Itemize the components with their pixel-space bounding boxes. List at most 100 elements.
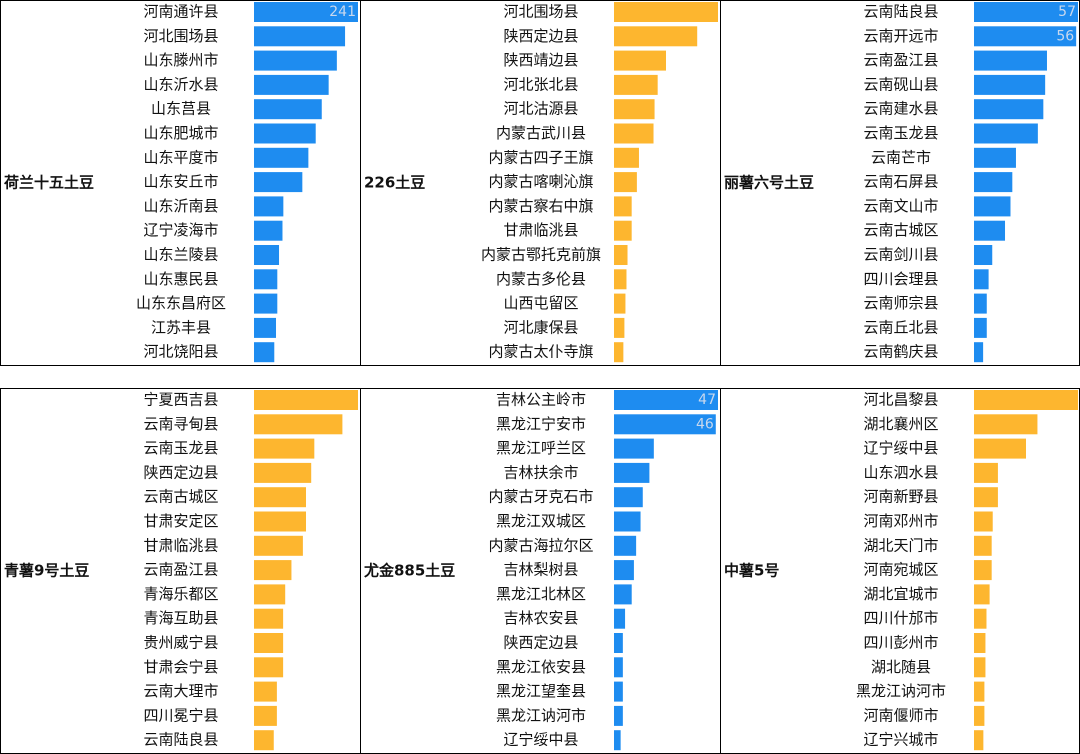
category-label: 山东平度市: [143, 148, 218, 166]
bar: [614, 487, 643, 508]
bar: [974, 342, 984, 363]
category-label: 辽宁凌海市: [143, 221, 218, 239]
bar: [254, 317, 277, 338]
category-label: 山东沂水县: [143, 75, 218, 93]
bar: [614, 633, 623, 653]
bar: [254, 123, 316, 144]
category-label: 云南砚山县: [863, 75, 938, 93]
bar: [974, 438, 1026, 459]
panel-title: 丽薯六号土豆: [724, 174, 814, 192]
bar: [254, 535, 303, 556]
category-label: 山东兰陵县: [143, 246, 218, 264]
bar: [614, 462, 650, 483]
bar: [974, 74, 1046, 95]
category-label: 河北沽源县: [503, 100, 578, 118]
bar: [974, 147, 1016, 168]
bar: [614, 535, 637, 556]
category-label: 湖北天门市: [863, 536, 938, 554]
category-label: 湖北宜城市: [863, 585, 938, 603]
category-label: 陕西定边县: [143, 463, 218, 481]
category-label: 黑龙江北林区: [496, 585, 586, 603]
bar: [614, 196, 632, 217]
category-label: 云南大理市: [143, 682, 218, 700]
bar: [974, 657, 986, 678]
category-label: 贵州威宁县: [143, 634, 218, 652]
category-label: 陕西定边县: [503, 27, 578, 45]
category-label: 云南陆良县: [863, 3, 938, 21]
bar: [254, 74, 329, 95]
bar: [974, 487, 998, 508]
bar: [974, 220, 1006, 241]
category-label: 青海互助县: [143, 609, 218, 627]
bar: [254, 172, 303, 193]
category-label: 山西屯留区: [503, 294, 578, 312]
bar: [254, 147, 309, 168]
category-label: 河南宛城区: [863, 561, 938, 579]
category-label: 陕西定边县: [503, 634, 578, 652]
category-label: 云南师宗县: [863, 294, 938, 312]
category-label: 辽宁绥中县: [503, 731, 578, 749]
bar: [254, 269, 278, 290]
panel: 青薯9号土豆 宁夏西吉县云南寻甸县云南玉龙县陕西定边县云南古城区甘肃安定区甘肃临洮…: [4, 390, 358, 751]
bar: [614, 705, 623, 726]
bar: [614, 511, 641, 532]
category-label: 陕西靖边县: [503, 51, 578, 69]
category-label: 湖北随县: [871, 658, 931, 676]
category-label: 河南偃师市: [863, 706, 938, 724]
bar: [974, 123, 1038, 144]
category-label: 黑龙江宁安市: [496, 415, 586, 433]
bar: [614, 560, 634, 581]
category-label: 河南通许县: [143, 3, 218, 21]
data-label: 56: [1056, 28, 1074, 44]
category-label: 江苏丰县: [151, 318, 211, 336]
bar: [614, 293, 626, 314]
bar: [254, 220, 283, 241]
bar: [254, 608, 284, 629]
bar: [614, 681, 623, 702]
category-label: 黑龙江讷河市: [496, 706, 586, 724]
category-label: 吉林农安县: [503, 609, 578, 627]
bar: [254, 2, 358, 22]
category-label: 河北康保县: [503, 318, 578, 336]
category-label: 内蒙古海拉尔区: [488, 536, 593, 554]
category-label: 云南寻甸县: [143, 415, 218, 433]
bar: [974, 511, 993, 532]
category-label: 云南开远市: [863, 27, 938, 45]
bar: [614, 99, 655, 120]
bar: [974, 172, 1013, 193]
category-label: 黑龙江呼兰区: [496, 439, 586, 457]
category-label: 河北饶阳县: [143, 343, 218, 361]
bar: [254, 657, 284, 678]
panel-title: 青薯9号土豆: [4, 562, 89, 580]
category-label: 吉林扶余市: [503, 463, 578, 481]
bar: [254, 390, 358, 410]
bar: [254, 705, 277, 726]
category-label: 四川会理县: [863, 270, 938, 288]
bar: [974, 293, 987, 314]
category-label: 内蒙古四子王旗: [488, 148, 593, 166]
category-label: 四川彭州市: [863, 634, 938, 652]
category-label: 河北围场县: [143, 27, 218, 45]
category-label: 辽宁兴城市: [863, 731, 938, 749]
category-label: 内蒙古太仆寺旗: [488, 343, 593, 361]
category-label: 云南盈江县: [863, 51, 938, 69]
category-label: 湖北襄州区: [863, 415, 938, 433]
category-label: 内蒙古察右中旗: [488, 197, 593, 215]
bar: [614, 50, 666, 71]
category-label: 内蒙古鄂托克前旗: [481, 246, 601, 264]
bar: [974, 462, 998, 483]
bar: [974, 705, 985, 726]
bar: [974, 414, 1038, 435]
data-label: 47: [698, 392, 716, 408]
bar: [614, 147, 639, 168]
category-label: 河北围场县: [503, 3, 578, 21]
category-label: 云南陆良县: [143, 731, 218, 749]
category-label: 云南古城区: [143, 488, 218, 506]
category-label: 四川冕宁县: [143, 706, 218, 724]
bar: [254, 681, 277, 702]
category-label: 云南玉龙县: [863, 124, 938, 142]
category-label: 甘肃会宁县: [143, 658, 218, 676]
bar: [254, 50, 337, 71]
bar: [614, 414, 716, 435]
